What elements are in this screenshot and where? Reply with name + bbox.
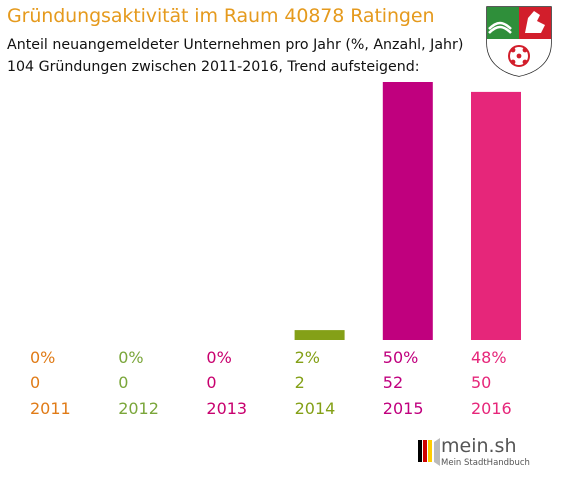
bar-2016 xyxy=(471,91,521,341)
nrw-coat-of-arms-icon xyxy=(486,6,552,77)
year-label-2014: 2014 xyxy=(295,399,336,418)
percent-label-2014: 2% xyxy=(295,348,320,367)
percent-label-2015: 50% xyxy=(383,348,419,367)
count-label-2013: 0 xyxy=(206,373,216,392)
count-label-2011: 0 xyxy=(30,373,40,392)
count-label-2015: 52 xyxy=(383,373,403,392)
year-label-2016: 2016 xyxy=(471,399,512,418)
year-label-2012: 2012 xyxy=(118,399,159,418)
chart-title: Gründungsaktivität im Raum 40878 Ratinge… xyxy=(7,5,435,27)
year-label-2015: 2015 xyxy=(383,399,424,418)
bar-2014 xyxy=(294,330,345,340)
bar-2015 xyxy=(382,82,433,340)
count-label-2014: 2 xyxy=(295,373,305,392)
mein-sh-logo-icon xyxy=(414,432,524,474)
count-label-2016: 50 xyxy=(471,373,491,392)
count-label-2012: 0 xyxy=(118,373,128,392)
logo-brand-text: mein.sh xyxy=(441,435,517,457)
percent-label-2012: 0% xyxy=(118,348,143,367)
percent-label-2016: 48% xyxy=(471,348,507,367)
year-label-2011: 2011 xyxy=(30,399,71,418)
percent-label-2013: 0% xyxy=(206,348,231,367)
year-label-2013: 2013 xyxy=(206,399,247,418)
percent-label-2011: 0% xyxy=(30,348,55,367)
chart-subtitle-line-1: Anteil neuangemeldeter Unternehmen pro J… xyxy=(7,37,464,53)
chart-subtitle-line-2: 104 Gründungen zwischen 2011-2016, Trend… xyxy=(7,59,420,75)
logo-tagline-text: Mein StadtHandbuch xyxy=(441,458,530,468)
